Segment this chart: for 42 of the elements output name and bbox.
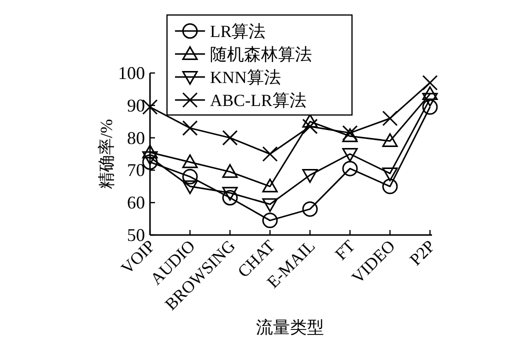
point [382, 167, 398, 182]
point [382, 133, 398, 148]
y-tick-label: 70 [127, 160, 145, 180]
legend-label: KNN算法 [210, 68, 281, 87]
point [302, 201, 318, 217]
point [262, 178, 278, 192]
legend-label: LR算法 [210, 22, 266, 41]
point [342, 160, 358, 176]
y-tick-label: 90 [127, 95, 145, 116]
point [182, 180, 198, 194]
point [182, 154, 198, 168]
point [262, 198, 278, 212]
point [222, 130, 238, 146]
y-tick-label: 60 [127, 192, 145, 213]
point [262, 212, 278, 228]
point [182, 120, 198, 136]
point [302, 118, 318, 134]
point [142, 144, 158, 158]
point [422, 86, 438, 100]
legend-label: 随机森林算法 [210, 45, 312, 64]
point [262, 146, 278, 162]
x-axis-title: 流量类型 [256, 318, 324, 337]
point [302, 114, 318, 128]
point [342, 125, 358, 141]
point [182, 168, 198, 184]
point [342, 128, 358, 142]
y-tick-label: 80 [127, 128, 145, 148]
x-tick-label: P2P [406, 236, 439, 270]
y-tick-label: 100 [118, 63, 145, 83]
legend-label: ABC-LR算法 [210, 91, 306, 110]
point [222, 190, 238, 206]
point [422, 92, 438, 107]
point [302, 169, 318, 183]
point [222, 164, 238, 178]
point [342, 148, 358, 162]
point [142, 151, 158, 165]
point [422, 74, 438, 90]
point [382, 178, 398, 194]
point [382, 110, 398, 126]
point [422, 99, 438, 115]
y-axis-title: 精确率/% [97, 119, 116, 189]
point [222, 186, 238, 201]
